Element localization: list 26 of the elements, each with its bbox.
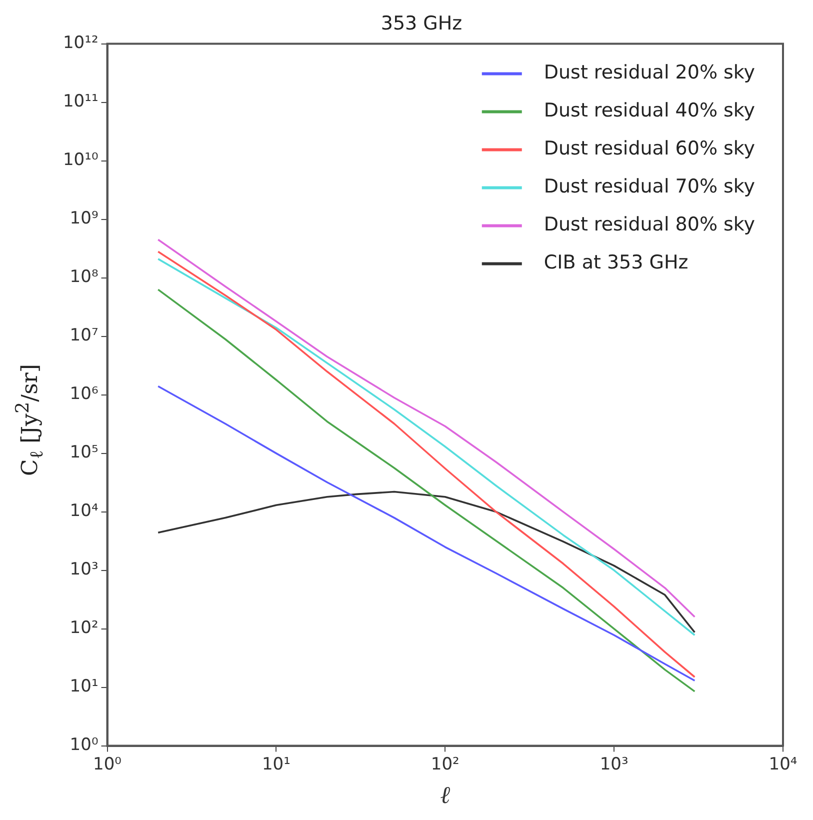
y-tick-label: 10⁹ — [70, 208, 98, 229]
y-tick-label: 10¹⁰ — [62, 150, 98, 170]
y-tick-label: 10⁸ — [70, 267, 98, 288]
legend-label: Dust residual 40% sky — [544, 100, 755, 122]
y-tick-label: 10⁵ — [70, 442, 98, 463]
y-tick-label: 10¹¹ — [62, 92, 98, 112]
legend-label: Dust residual 60% sky — [544, 138, 755, 160]
chart-title: 353 GHz — [380, 12, 462, 34]
y-tick-label: 10⁴ — [70, 501, 98, 522]
x-tick-label: 10³ — [600, 754, 628, 774]
y-tick-label: 10⁷ — [70, 326, 98, 346]
legend-label: CIB at 353 GHz — [544, 252, 688, 274]
x-tick-label: 10¹ — [262, 754, 290, 774]
legend-label: Dust residual 20% sky — [544, 62, 755, 84]
x-axis-title: ℓ — [440, 780, 450, 809]
x-tick-label: 10² — [430, 754, 460, 774]
y-tick-label: 10³ — [70, 560, 98, 580]
legend-label: Dust residual 70% sky — [544, 176, 755, 198]
y-tick-label: 10⁶ — [70, 384, 98, 404]
x-tick-label: 10⁴ — [768, 754, 798, 774]
legend-label: Dust residual 80% sky — [544, 214, 755, 236]
y-tick-label: 10² — [70, 618, 98, 638]
y-tick-label: 10¹² — [62, 33, 98, 54]
x-tick-label: 10⁰ — [93, 754, 122, 774]
y-tick-label: 10¹ — [70, 676, 98, 697]
y-tick-label: 10⁰ — [70, 735, 98, 756]
